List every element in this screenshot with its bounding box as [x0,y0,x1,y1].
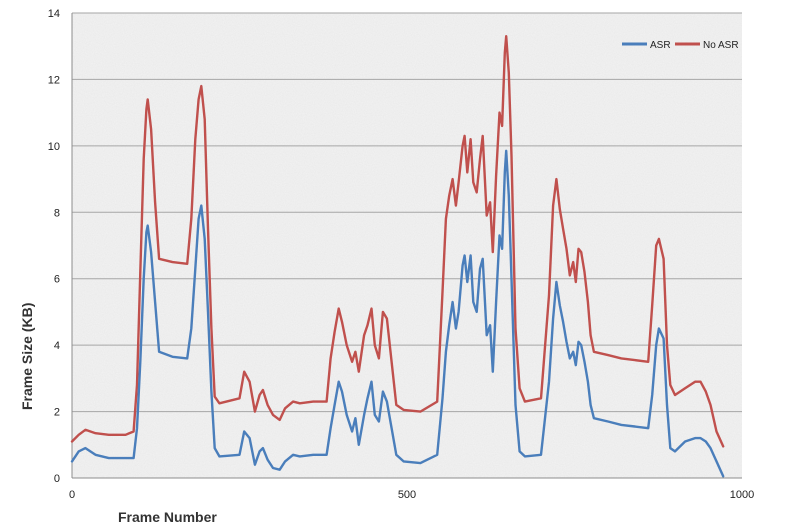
y-tick-label: 4 [54,340,60,352]
legend-label-no-asr: No ASR [703,40,739,51]
y-tick-label: 10 [48,141,60,153]
x-tick-labels: 0 500 1000 [69,489,754,501]
axes [71,13,742,479]
x-tick-label: 500 [398,489,416,501]
y-tick-label: 6 [54,274,60,286]
y-tick-label: 0 [54,473,60,485]
y-tick-label: 14 [48,8,60,20]
x-axis-title: Frame Number [118,509,217,525]
series-line-no-asr [70,35,725,448]
series-line-asr [70,149,725,478]
legend: ASR No ASR [622,40,739,51]
x-tick-label: 1000 [730,489,754,501]
y-axis-title: Frame Size (KB) [19,303,35,410]
plot-texture [72,13,742,478]
series-layer [70,35,725,478]
y-tick-label: 12 [48,74,60,86]
y-tick-label: 2 [54,407,60,419]
y-tick-label: 8 [54,207,60,219]
grid-lines [72,12,742,413]
y-tick-labels: 0 2 4 6 8 10 12 14 [48,8,60,485]
legend-label-asr: ASR [650,40,671,51]
x-tick-label: 0 [69,489,75,501]
